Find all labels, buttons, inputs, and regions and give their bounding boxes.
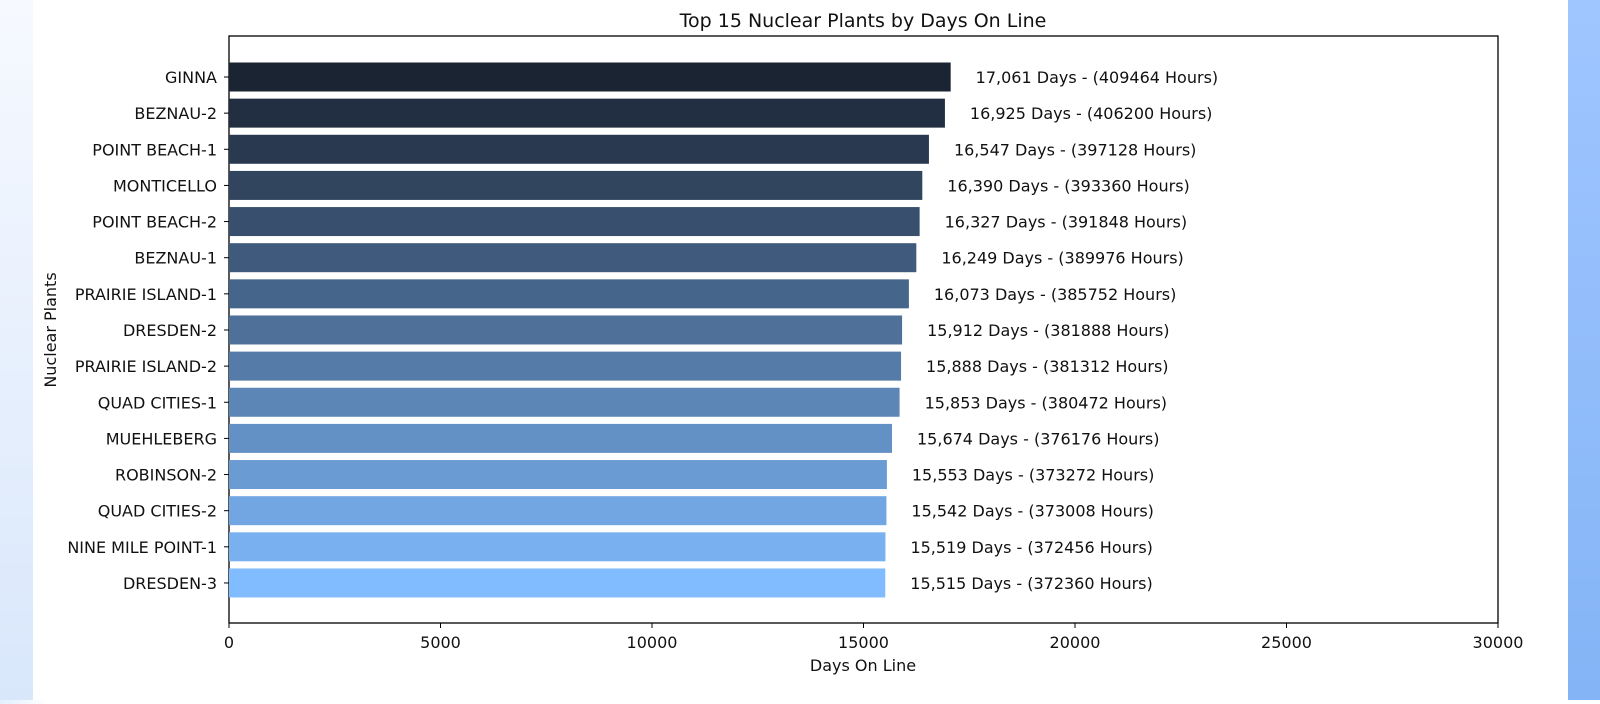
bar-value-label: 15,515 Days - (372360 Hours) — [910, 574, 1152, 593]
bar-value-label: 15,553 Days - (373272 Hours) — [912, 466, 1154, 485]
y-tick-label: BEZNAU-2 — [134, 104, 217, 123]
bar-value-label: 17,061 Days - (409464 Hours) — [976, 68, 1218, 87]
bar-value-label: 16,327 Days - (391848 Hours) — [945, 213, 1187, 232]
x-tick-label: 10000 — [627, 633, 678, 652]
x-tick-label: 20000 — [1050, 633, 1101, 652]
bar-monticello — [229, 170, 923, 200]
bar-value-label: 15,674 Days - (376176 Hours) — [917, 429, 1159, 448]
bar-value-labels: 17,061 Days - (409464 Hours) 16,925 Days … — [910, 68, 1218, 593]
bar-ginna — [229, 62, 951, 92]
y-tick-label: DRESDEN-3 — [123, 574, 217, 593]
bar-beznau-1 — [229, 243, 917, 273]
y-tick-label: PRAIRIE ISLAND-2 — [75, 357, 217, 376]
y-tick-label: MUEHLEBERG — [106, 429, 217, 448]
y-tick-label: BEZNAU-1 — [134, 249, 217, 268]
x-tick-label: 25000 — [1261, 633, 1312, 652]
bar-value-label: 16,390 Days - (393360 Hours) — [947, 176, 1189, 195]
y-tick-label: QUAD CITIES-1 — [98, 393, 217, 412]
bars-group — [229, 62, 951, 598]
x-tick-label: 5000 — [420, 633, 461, 652]
bar-value-label: 15,888 Days - (381312 Hours) — [926, 357, 1168, 376]
chart-title: Top 15 Nuclear Plants by Days On Line — [679, 10, 1047, 32]
bar-value-label: 16,547 Days - (397128 Hours) — [954, 140, 1196, 159]
y-tick-label: POINT BEACH-1 — [92, 140, 217, 159]
bar-prairie-island-1 — [229, 279, 909, 309]
y-axis-label: Nuclear Plants — [41, 272, 60, 387]
bar-dresden-3 — [229, 568, 886, 598]
bar-beznau-2 — [229, 98, 945, 128]
bar-chart: Top 15 Nuclear Plants by Days On Line GI… — [41, 10, 1524, 675]
bar-value-label: 15,912 Days - (381888 Hours) — [927, 321, 1169, 340]
bar-robinson-2 — [229, 460, 887, 490]
y-tick-label: MONTICELLO — [113, 176, 217, 195]
bar-prairie-island-2 — [229, 351, 902, 381]
bar-dresden-2 — [229, 315, 903, 345]
y-tick-label: ROBINSON-2 — [115, 466, 217, 485]
y-tick-label: PRAIRIE ISLAND-1 — [75, 285, 217, 304]
chart-canvas: Top 15 Nuclear Plants by Days On Line GI… — [33, 0, 1568, 700]
bar-value-label: 15,853 Days - (380472 Hours) — [925, 393, 1167, 412]
y-tick-label: NINE MILE POINT-1 — [67, 538, 217, 557]
x-axis-label: Days On Line — [810, 656, 916, 675]
x-tick-label: 0 — [224, 633, 234, 652]
x-ticks: 0 5000 10000 15000 20000 25000 30000 — [224, 623, 1524, 652]
y-tick-label: GINNA — [165, 68, 217, 87]
bar-nine-mile-point-1 — [229, 532, 886, 562]
y-tick-labels: GINNA BEZNAU-2 POINT BEACH-1 MONTICELLO POIN… — [67, 68, 229, 593]
bar-value-label: 15,542 Days - (373008 Hours) — [911, 502, 1153, 521]
bar-quad-cities-2 — [229, 496, 887, 526]
bar-value-label: 16,249 Days - (389976 Hours) — [941, 249, 1183, 268]
y-tick-label: POINT BEACH-2 — [92, 213, 217, 232]
x-tick-label: 15000 — [838, 633, 889, 652]
left-background-strip — [0, 0, 33, 700]
bar-value-label: 15,519 Days - (372456 Hours) — [910, 538, 1152, 557]
bar-muehleberg — [229, 423, 893, 453]
bar-point-beach-1 — [229, 134, 929, 164]
y-tick-label: QUAD CITIES-2 — [98, 502, 217, 521]
bar-point-beach-2 — [229, 207, 920, 237]
y-tick-label: DRESDEN-2 — [123, 321, 217, 340]
bar-value-label: 16,073 Days - (385752 Hours) — [934, 285, 1176, 304]
right-background-strip — [1568, 0, 1600, 700]
bar-value-label: 16,925 Days - (406200 Hours) — [970, 104, 1212, 123]
x-tick-label: 30000 — [1473, 633, 1524, 652]
bar-quad-cities-1 — [229, 387, 900, 417]
